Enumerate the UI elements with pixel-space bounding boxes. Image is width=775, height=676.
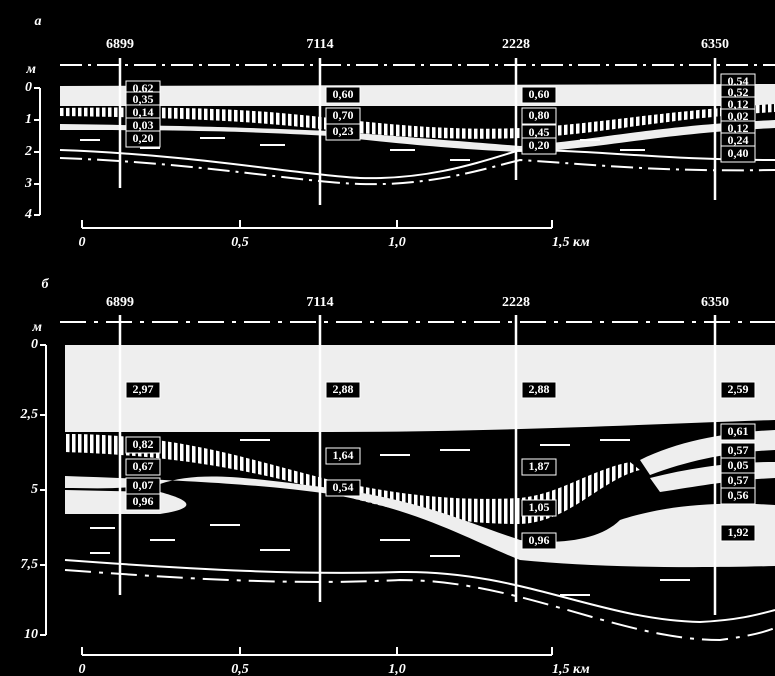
layer-thickness: 2,88 [529, 382, 550, 396]
layer-thickness: 0,20 [529, 138, 550, 152]
borehole-id: 7114 [306, 295, 333, 310]
panel-label: б [42, 277, 50, 292]
layer-thickness: 0,14 [133, 105, 154, 119]
depth-tick-label: 4 [24, 207, 32, 222]
layer-thickness: 0,05 [728, 458, 749, 472]
layer-thickness: 0,70 [333, 108, 354, 122]
scale-label: 0 [79, 662, 86, 676]
layer-thickness: 0,24 [728, 133, 749, 147]
layer-thickness: 2,97 [133, 382, 154, 396]
borehole-id: 2228 [502, 37, 530, 52]
layer-thickness: 0,54 [333, 480, 354, 494]
layer-thickness: 0,45 [529, 125, 550, 139]
panel-label: а [35, 14, 42, 29]
layer-thickness: 1,64 [333, 448, 354, 462]
layer-thickness: 0,96 [133, 494, 154, 508]
scale-label: 1,5 км [552, 662, 590, 676]
layer-thickness: 0,35 [133, 92, 154, 106]
scale-label: 0,5 [231, 235, 249, 250]
scale-label: 1,5 км [552, 235, 590, 250]
borehole-id: 6350 [701, 295, 729, 310]
unit-label: м [25, 62, 36, 77]
layer-thickness: 0,57 [728, 473, 749, 487]
scale-label: 1,0 [388, 235, 406, 250]
borehole-id: 7114 [306, 37, 333, 52]
borehole-id: 6899 [106, 295, 134, 310]
depth-tick-label: 0 [25, 80, 32, 95]
layer-thickness: 0,96 [529, 533, 550, 547]
depth-tick-label: 10 [24, 627, 38, 642]
unit-label: м [31, 320, 42, 335]
layer-thickness: 0,57 [728, 443, 749, 457]
section-diagram: ам0123400,51,01,5 км68990,620,350,140,03… [0, 0, 775, 676]
layer-thickness: 0,67 [133, 459, 154, 473]
layer-thickness: 0,60 [529, 87, 550, 101]
borehole-id: 6350 [701, 37, 729, 52]
layer-thickness: 2,88 [333, 382, 354, 396]
layer-thickness: 0,20 [133, 131, 154, 145]
layer-thickness: 0,07 [133, 478, 154, 492]
layer-thickness: 0,60 [333, 87, 354, 101]
layer-thickness: 0,56 [728, 488, 749, 502]
depth-tick-label: 2 [24, 144, 32, 159]
scale-label: 1,0 [388, 662, 406, 676]
borehole-id: 6899 [106, 37, 134, 52]
layer-thickness: 0,61 [728, 424, 749, 438]
layer-thickness: 1,87 [529, 459, 550, 473]
layer-thickness: 0,40 [728, 146, 749, 160]
panel-b-layers [60, 322, 775, 640]
scale-label: 0 [79, 235, 86, 250]
depth-tick-label: 5 [31, 482, 38, 497]
layer-thickness: 2,59 [728, 382, 749, 396]
layer-thickness: 0,23 [333, 124, 354, 138]
depth-tick-label: 1 [25, 112, 32, 127]
borehole-id: 2228 [502, 295, 530, 310]
panel-a-layers [60, 65, 775, 184]
layer-thickness: 1,92 [728, 525, 749, 539]
layer-thickness: 0,82 [133, 437, 154, 451]
depth-tick-label: 0 [31, 337, 38, 352]
depth-tick-label: 7,5 [21, 557, 39, 572]
depth-tick-label: 3 [24, 176, 32, 191]
page: ам0123400,51,01,5 км68990,620,350,140,03… [0, 0, 775, 676]
depth-tick-label: 2,5 [20, 407, 39, 422]
layer-thickness: 0,03 [133, 118, 154, 132]
layer-thickness: 0,80 [529, 108, 550, 122]
layer-thickness: 1,05 [529, 500, 550, 514]
scale-label: 0,5 [231, 662, 249, 676]
